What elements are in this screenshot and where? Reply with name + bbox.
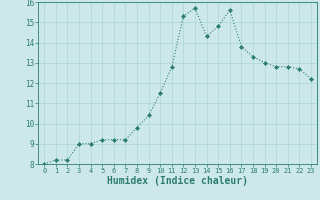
X-axis label: Humidex (Indice chaleur): Humidex (Indice chaleur) (107, 176, 248, 186)
